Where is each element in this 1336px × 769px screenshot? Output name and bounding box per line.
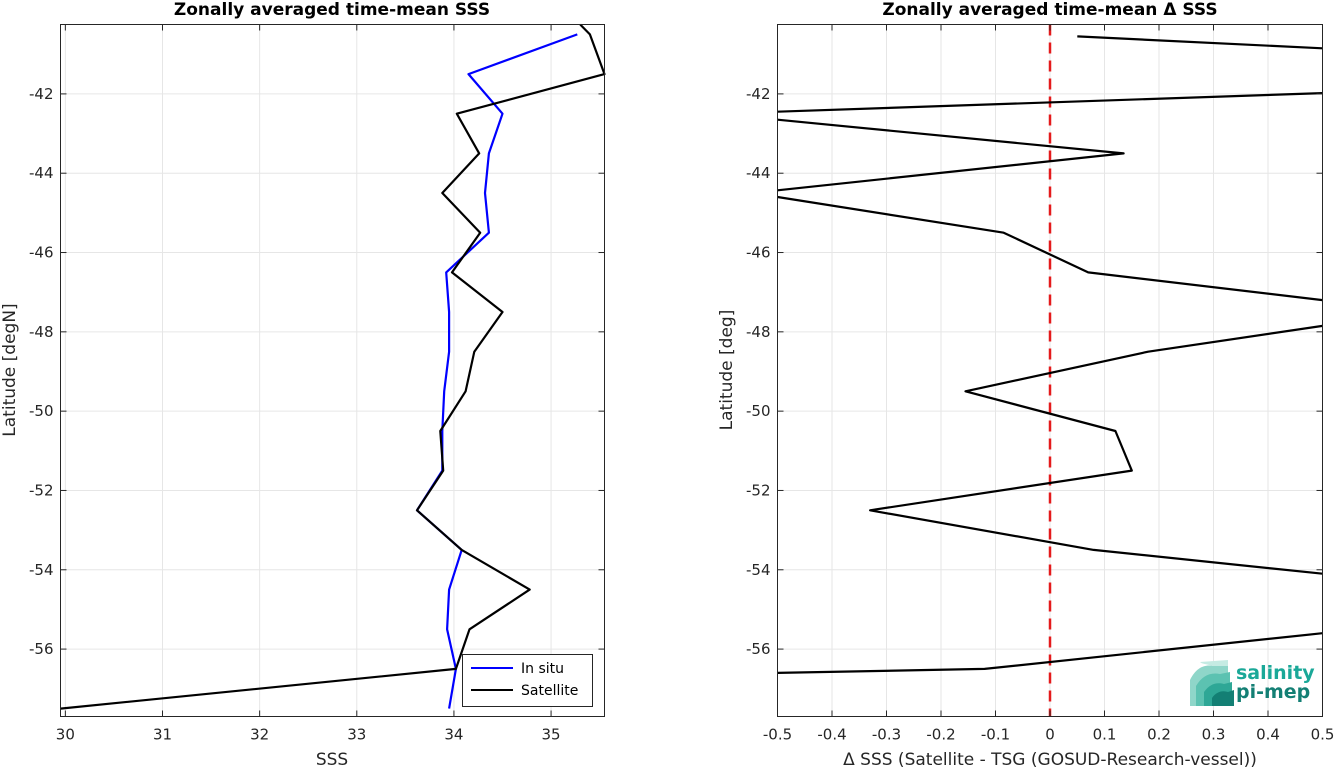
sss-satellite-line	[60, 23, 606, 710]
sss-y-tick-label: -54	[29, 561, 54, 579]
delta-sss-x-tick-label: 0.4	[1256, 726, 1280, 744]
sss-x-tick-label: 31	[153, 726, 172, 744]
delta-sss-panel-title: Zonally averaged time-mean Δ SSS	[882, 0, 1217, 20]
wave-logo-icon	[1190, 660, 1234, 706]
delta-sss-y-tick-label: -56	[746, 640, 771, 658]
delta-sss-difference-line-3	[777, 195, 1323, 302]
sss-x-tick-label: 32	[250, 726, 269, 744]
delta-sss-y-axis-label: Latitude [deg]	[717, 310, 737, 431]
legend-satellite-label: Satellite	[521, 683, 578, 699]
sss-panel: Zonally averaged time-mean SSS 30 31 32 33 3…	[0, 0, 606, 769]
legend-in-situ-label: In situ	[521, 661, 564, 677]
sss-in-situ-line	[415, 33, 578, 709]
delta-sss-x-tick-label: -0.4	[817, 726, 846, 744]
delta-sss-x-tick-label: -0.2	[926, 726, 955, 744]
delta-sss-x-tick-label: 0.3	[1202, 726, 1226, 744]
delta-sss-difference-line-1	[777, 632, 1323, 674]
sss-series	[60, 23, 606, 710]
sss-ticks: 30 31 32 33 34 35 -56 -54 -52 -50 -48 -46 -44 -42	[29, 24, 605, 744]
salinity-pi-mep-logo: salinity pi-mep	[1190, 660, 1315, 706]
delta-sss-difference-line-6	[1077, 35, 1323, 50]
sss-y-tick-label: -48	[29, 323, 54, 341]
sss-grid	[60, 24, 605, 717]
delta-sss-x-tick-label: 0.2	[1147, 726, 1171, 744]
delta-sss-difference-line-2	[868, 324, 1323, 575]
delta-sss-panel: Zonally averaged time-mean Δ SSS -0.5 -0.…	[717, 0, 1334, 769]
delta-sss-y-tick-label: -50	[746, 402, 771, 420]
sss-x-tick-label: 30	[56, 726, 75, 744]
sss-y-tick-label: -46	[29, 244, 54, 262]
sss-y-tick-label: -52	[29, 481, 54, 499]
sss-x-tick-label: 35	[542, 726, 561, 744]
sss-panel-title: Zonally averaged time-mean SSS	[174, 0, 490, 20]
sss-y-tick-label: -56	[29, 640, 54, 658]
sss-x-tick-label: 33	[347, 726, 366, 744]
delta-sss-y-tick-label: -54	[746, 561, 771, 579]
logo-line2: pi-mep	[1236, 681, 1310, 703]
sss-y-axis-label: Latitude [degN]	[0, 303, 20, 436]
sss-y-tick-label: -50	[29, 402, 54, 420]
delta-sss-x-tick-label: 0.5	[1311, 726, 1335, 744]
delta-sss-difference-line-5	[777, 92, 1323, 113]
logo-line1: salinity	[1236, 662, 1315, 684]
delta-sss-x-tick-label: -0.3	[872, 726, 901, 744]
sss-axes-box	[60, 24, 605, 717]
sss-y-tick-label: -42	[29, 85, 54, 103]
sss-x-axis-label: SSS	[316, 750, 348, 769]
delta-sss-series	[777, 24, 1323, 717]
delta-sss-y-tick-label: -48	[746, 323, 771, 341]
delta-sss-y-tick-label: -46	[746, 244, 771, 262]
sss-x-tick-label: 34	[444, 726, 463, 744]
delta-sss-x-axis-label: Δ SSS (Satellite - TSG (GOSUD-Research-v…	[843, 750, 1257, 769]
delta-sss-y-tick-label: -44	[746, 164, 771, 182]
delta-sss-y-tick-label: -42	[746, 85, 771, 103]
legend-box	[462, 654, 593, 707]
delta-sss-difference-line-4	[777, 118, 1125, 192]
sss-y-tick-label: -44	[29, 164, 54, 182]
delta-sss-y-tick-label: -52	[746, 481, 771, 499]
delta-sss-ticks: -0.5 -0.4 -0.3 -0.2 -0.1 0 0.1 0.2 0.3 0.4 0.5 -56 -…	[746, 24, 1335, 744]
delta-sss-grid	[777, 24, 1323, 717]
delta-sss-x-tick-label: -0.5	[763, 726, 792, 744]
delta-sss-x-tick-label: 0	[1045, 726, 1055, 744]
delta-sss-x-tick-label: -0.1	[981, 726, 1010, 744]
sss-legend: In situ Satellite	[462, 654, 593, 707]
delta-sss-x-tick-label: 0.1	[1093, 726, 1117, 744]
